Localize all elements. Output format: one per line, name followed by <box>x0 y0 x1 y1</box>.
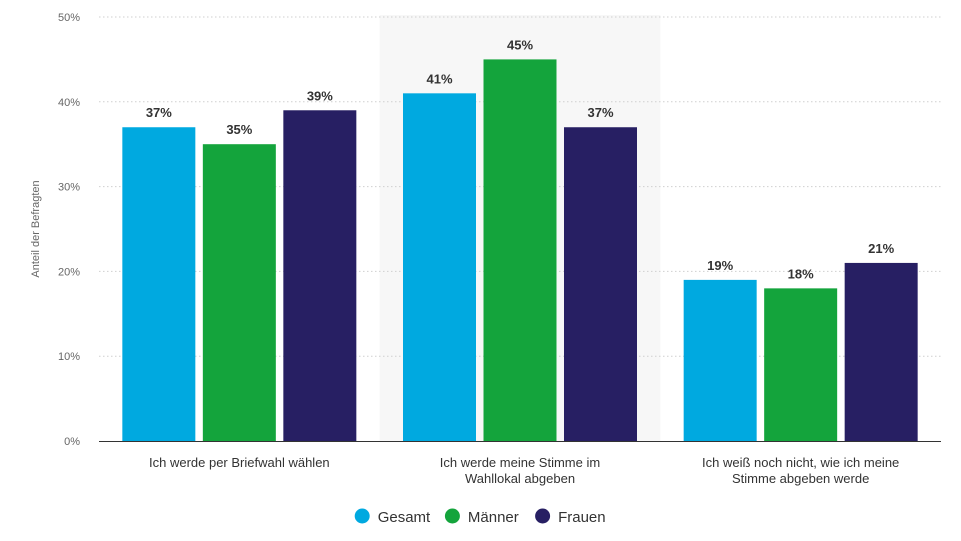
bar-gesamt[interactable] <box>683 279 757 441</box>
bar-frauen[interactable] <box>283 110 357 441</box>
y-tick-label: 20% <box>58 266 80 278</box>
legend-label: Frauen <box>558 509 606 526</box>
category-labels: Ich werde per Briefwahl wählen Ich werde … <box>149 455 899 486</box>
value-label: 35% <box>226 122 252 137</box>
legend-swatch <box>444 508 460 524</box>
y-tick-label: 50% <box>58 12 80 24</box>
value-label: 21% <box>868 241 894 256</box>
legend-item-frauen[interactable]: Frauen <box>535 508 606 527</box>
legend-item-m-nner[interactable]: Männer <box>444 508 519 527</box>
bar-gesamt[interactable] <box>122 127 196 442</box>
category-label: Ich weiß noch nicht, wie ich meine Stimme… <box>702 455 899 486</box>
y-tick-label: 30% <box>58 182 80 194</box>
y-axis-label: Anteil der Befragten <box>30 180 42 277</box>
bar-m-nner[interactable] <box>483 59 557 442</box>
value-label: 45% <box>507 37 533 52</box>
category-label: Ich werde per Briefwahl wählen <box>149 455 330 470</box>
legend-label: Gesamt <box>378 509 431 526</box>
y-tick-label: 10% <box>58 351 80 363</box>
bar-m-nner[interactable] <box>202 144 276 441</box>
bar-m-nner[interactable] <box>764 288 838 441</box>
value-label: 39% <box>307 88 333 103</box>
value-label: 18% <box>788 266 814 281</box>
bar-frauen[interactable] <box>564 127 637 442</box>
bar-gesamt[interactable] <box>403 93 476 441</box>
bars <box>122 59 918 442</box>
legend-item-gesamt[interactable]: Gesamt <box>354 508 431 527</box>
legend-swatch <box>535 508 551 524</box>
value-label: 41% <box>426 71 452 86</box>
value-label: 37% <box>146 105 172 120</box>
value-label: 19% <box>707 258 733 273</box>
legend-swatch <box>354 508 370 524</box>
category-label: Ich werde meine Stimme im Wahllokal abgeb… <box>440 455 600 486</box>
legend-label: Männer <box>468 509 519 526</box>
y-tick-label: 0% <box>64 436 80 448</box>
value-label: 37% <box>587 105 613 120</box>
bar-frauen[interactable] <box>844 262 918 441</box>
value-labels: 37% 35% 39% 41% 45% 37% 19% 18% 21% <box>146 37 895 281</box>
y-tick-label: 40% <box>58 97 80 109</box>
legend: Gesamt Männer Frauen <box>354 508 606 527</box>
